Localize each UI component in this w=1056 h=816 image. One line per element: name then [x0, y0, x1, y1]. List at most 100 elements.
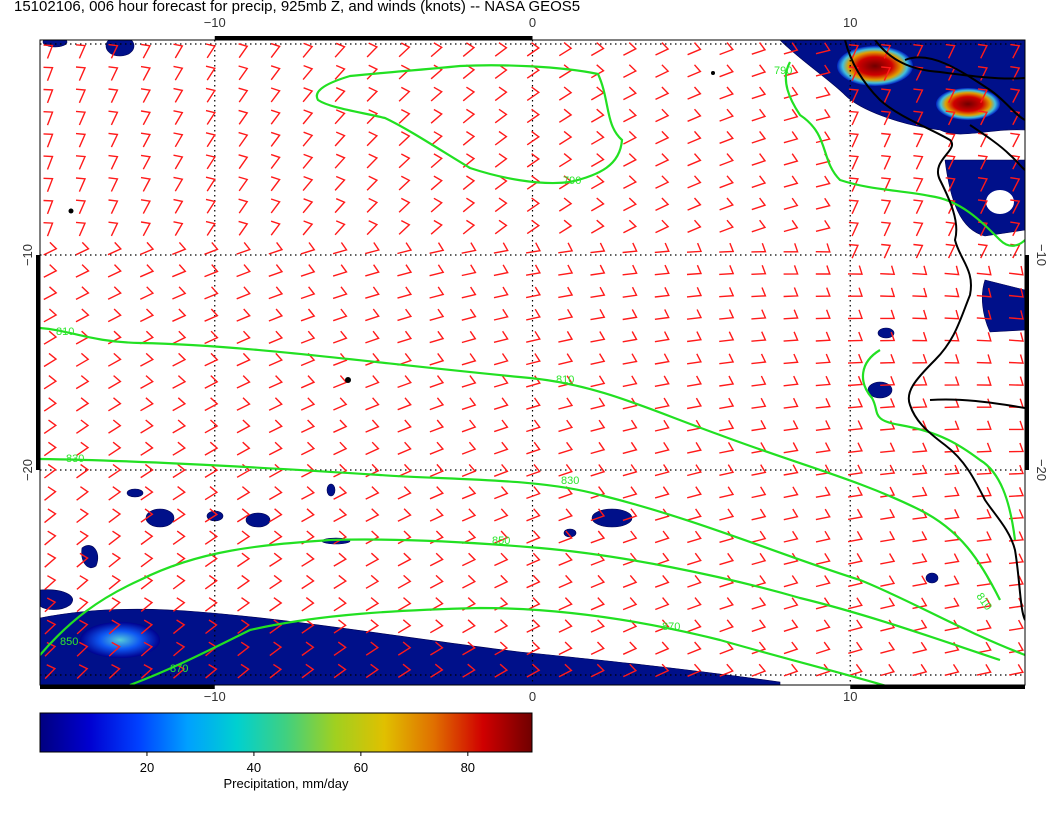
wind-barb [173, 132, 184, 148]
wind-barb [880, 641, 896, 654]
wind-barb [237, 574, 251, 590]
wind-barb [140, 397, 154, 412]
wind-barb [1010, 88, 1021, 103]
wind-barb [783, 175, 799, 188]
wind-barb [913, 155, 924, 170]
wind-barb [1008, 487, 1025, 498]
wind-barb [365, 486, 380, 500]
wind-barb [366, 131, 379, 147]
wind-barb [783, 131, 799, 144]
wind-barb [269, 597, 283, 612]
wind-barb [43, 264, 58, 278]
wind-barb [140, 352, 154, 367]
wind-barb [719, 464, 735, 476]
wind-barb [300, 242, 316, 255]
wind-barb [300, 397, 316, 411]
wind-barb [976, 641, 992, 654]
wind-barb [172, 241, 187, 256]
wind-barb [494, 508, 509, 522]
wind-barb [944, 287, 960, 298]
wind-barb [462, 42, 476, 57]
wind-barb [815, 86, 831, 99]
wind-barb [783, 597, 799, 610]
wind-barb [558, 64, 573, 79]
wind-barb [44, 575, 57, 591]
wind-barb [654, 508, 670, 521]
wind-barb [687, 219, 702, 233]
wind-barb [205, 109, 216, 125]
wind-barb [75, 44, 87, 59]
wind-barb [1008, 442, 1024, 453]
contour-790 [315, 64, 624, 185]
wind-barb [332, 286, 348, 300]
wind-barb [108, 154, 119, 170]
wind-barb [687, 663, 702, 677]
wind-barb [302, 87, 314, 103]
wind-barb [205, 154, 216, 170]
wind-barb [751, 397, 767, 409]
wind-barb [430, 197, 443, 213]
wind-barb [654, 397, 670, 410]
wind-barb [494, 42, 508, 57]
wind-barb [590, 619, 605, 633]
wind-barb [751, 663, 767, 677]
wind-barb [429, 286, 445, 299]
wind-barb [204, 574, 218, 590]
wind-barb [848, 442, 863, 454]
wind-barb [687, 486, 702, 499]
contour-870 [129, 606, 887, 685]
colorbar-tick-40: 40 [247, 760, 261, 775]
wind-barb [913, 44, 924, 59]
wind-barb [719, 641, 734, 655]
contour-810-coast [861, 349, 1017, 541]
wind-barb [172, 397, 187, 412]
wind-barb [558, 397, 574, 410]
wind-barb [880, 353, 896, 364]
wind-barb [301, 619, 315, 634]
contour-label-870: 870 [662, 621, 680, 633]
wind-barb [333, 441, 348, 456]
wind-barb [654, 552, 670, 566]
wind-barb [719, 197, 734, 211]
wind-barb [719, 86, 734, 100]
wind-barb [880, 663, 896, 677]
wind-barb [526, 42, 541, 57]
wind-barb [268, 264, 284, 277]
wind-barb [623, 130, 637, 145]
wind-barb [43, 463, 57, 479]
wind-barb [268, 419, 283, 434]
wind-barb [912, 309, 928, 320]
wind-barb [429, 264, 445, 277]
wind-barb [204, 241, 219, 255]
wind-barb [462, 574, 476, 589]
wind-barb [365, 286, 380, 299]
wind-barb [108, 419, 122, 434]
wind-barb [365, 264, 380, 277]
wind-barb [139, 308, 155, 323]
wind-barb [783, 153, 799, 166]
wind-barb [332, 242, 348, 255]
wind-barb [493, 308, 509, 321]
wind-barb [1008, 354, 1024, 364]
wind-barb [429, 352, 445, 366]
wind-barb [430, 86, 443, 102]
wind-barb [526, 419, 541, 433]
wind-barb [912, 442, 928, 453]
wind-barb [300, 264, 316, 277]
wind-barb [913, 132, 924, 148]
wind-barb [75, 110, 87, 126]
wind-barb [493, 441, 509, 455]
wind-barb [751, 597, 767, 610]
wind-barb [880, 265, 896, 276]
wind-barb [462, 175, 476, 191]
wind-barb [43, 88, 54, 104]
wind-barb [558, 286, 574, 299]
wind-barb [75, 88, 87, 104]
wind-barb [236, 530, 251, 545]
wind-barb [461, 486, 477, 500]
wind-barb [397, 330, 413, 344]
x-tick-labels-bottom: −10 0 10 [204, 689, 858, 704]
wind-barb [686, 264, 703, 276]
wind-barb [43, 375, 58, 390]
wind-barb [333, 486, 348, 500]
